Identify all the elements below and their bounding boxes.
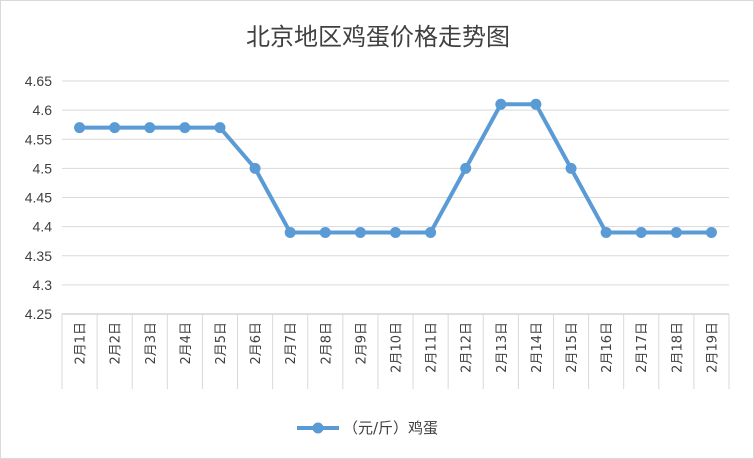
chart-title: 北京地区鸡蛋价格走势图 — [246, 23, 510, 51]
data-point — [705, 226, 717, 238]
x-axis: 2月1日 2月2日 2月3日 2月4日 2月5日 2月6日 2月7日 2月8日 2月9日 2月10… — [61, 313, 730, 389]
y-tick-label: 4.65 — [25, 73, 52, 89]
x-tick-label: 2月2日 — [109, 322, 124, 365]
x-tick-label: 2月6日 — [249, 322, 264, 365]
y-tick-label: 4.6 — [33, 102, 53, 118]
legend-label: （元/斤）鸡蛋 — [343, 419, 438, 437]
x-tick-label: 2月8日 — [319, 322, 334, 365]
data-point — [354, 226, 366, 238]
y-tick-label: 4.25 — [25, 306, 52, 322]
x-tick-label: 2月16日 — [600, 322, 615, 373]
data-point — [249, 162, 261, 174]
data-point — [214, 122, 226, 134]
x-tick-label: 2月19日 — [705, 322, 720, 373]
x-tick-label: 2月1日 — [74, 322, 89, 365]
data-point — [670, 226, 682, 238]
data-point — [635, 226, 647, 238]
data-point — [179, 122, 191, 134]
x-tick-label: 2月11日 — [425, 322, 440, 373]
x-tick-label: 2月15日 — [565, 322, 580, 373]
data-point — [109, 122, 121, 134]
y-axis-ticks: 4.25 4.3 4.35 4.4 4.45 4.5 4.55 4.6 4.65 — [25, 73, 52, 322]
x-tick-label: 2月4日 — [179, 322, 194, 365]
legend: （元/斤）鸡蛋 — [297, 419, 438, 437]
gridlines — [62, 80, 729, 286]
x-tick-label: 2月18日 — [670, 322, 685, 373]
x-tick-label: 2月14日 — [530, 322, 545, 373]
x-tick-label: 2月5日 — [214, 322, 229, 365]
y-tick-label: 4.3 — [33, 277, 53, 293]
data-point — [319, 226, 331, 238]
x-tick-label: 2月10日 — [390, 322, 405, 373]
data-point — [600, 226, 612, 238]
y-tick-label: 4.35 — [25, 248, 52, 264]
data-point — [530, 98, 542, 110]
x-tick-label: 2月13日 — [495, 322, 510, 373]
data-point — [495, 98, 507, 110]
x-tick-label: 2月12日 — [460, 322, 475, 373]
data-point — [565, 162, 577, 174]
x-tick-label: 2月9日 — [354, 322, 369, 365]
y-tick-label: 4.45 — [25, 190, 52, 206]
y-tick-label: 4.55 — [25, 131, 52, 147]
data-point — [425, 226, 437, 238]
y-tick-label: 4.4 — [33, 219, 53, 235]
data-point — [144, 122, 156, 134]
x-tick-label: 2月7日 — [284, 322, 299, 365]
data-point — [74, 122, 86, 134]
y-tick-label: 4.5 — [33, 160, 53, 176]
data-point — [390, 226, 401, 238]
data-point — [284, 226, 296, 238]
legend-marker — [312, 422, 324, 434]
data-point — [460, 162, 472, 174]
series-group — [74, 98, 717, 238]
x-tick-label: 2月17日 — [635, 322, 650, 373]
x-tick-label: 2月3日 — [144, 322, 159, 365]
